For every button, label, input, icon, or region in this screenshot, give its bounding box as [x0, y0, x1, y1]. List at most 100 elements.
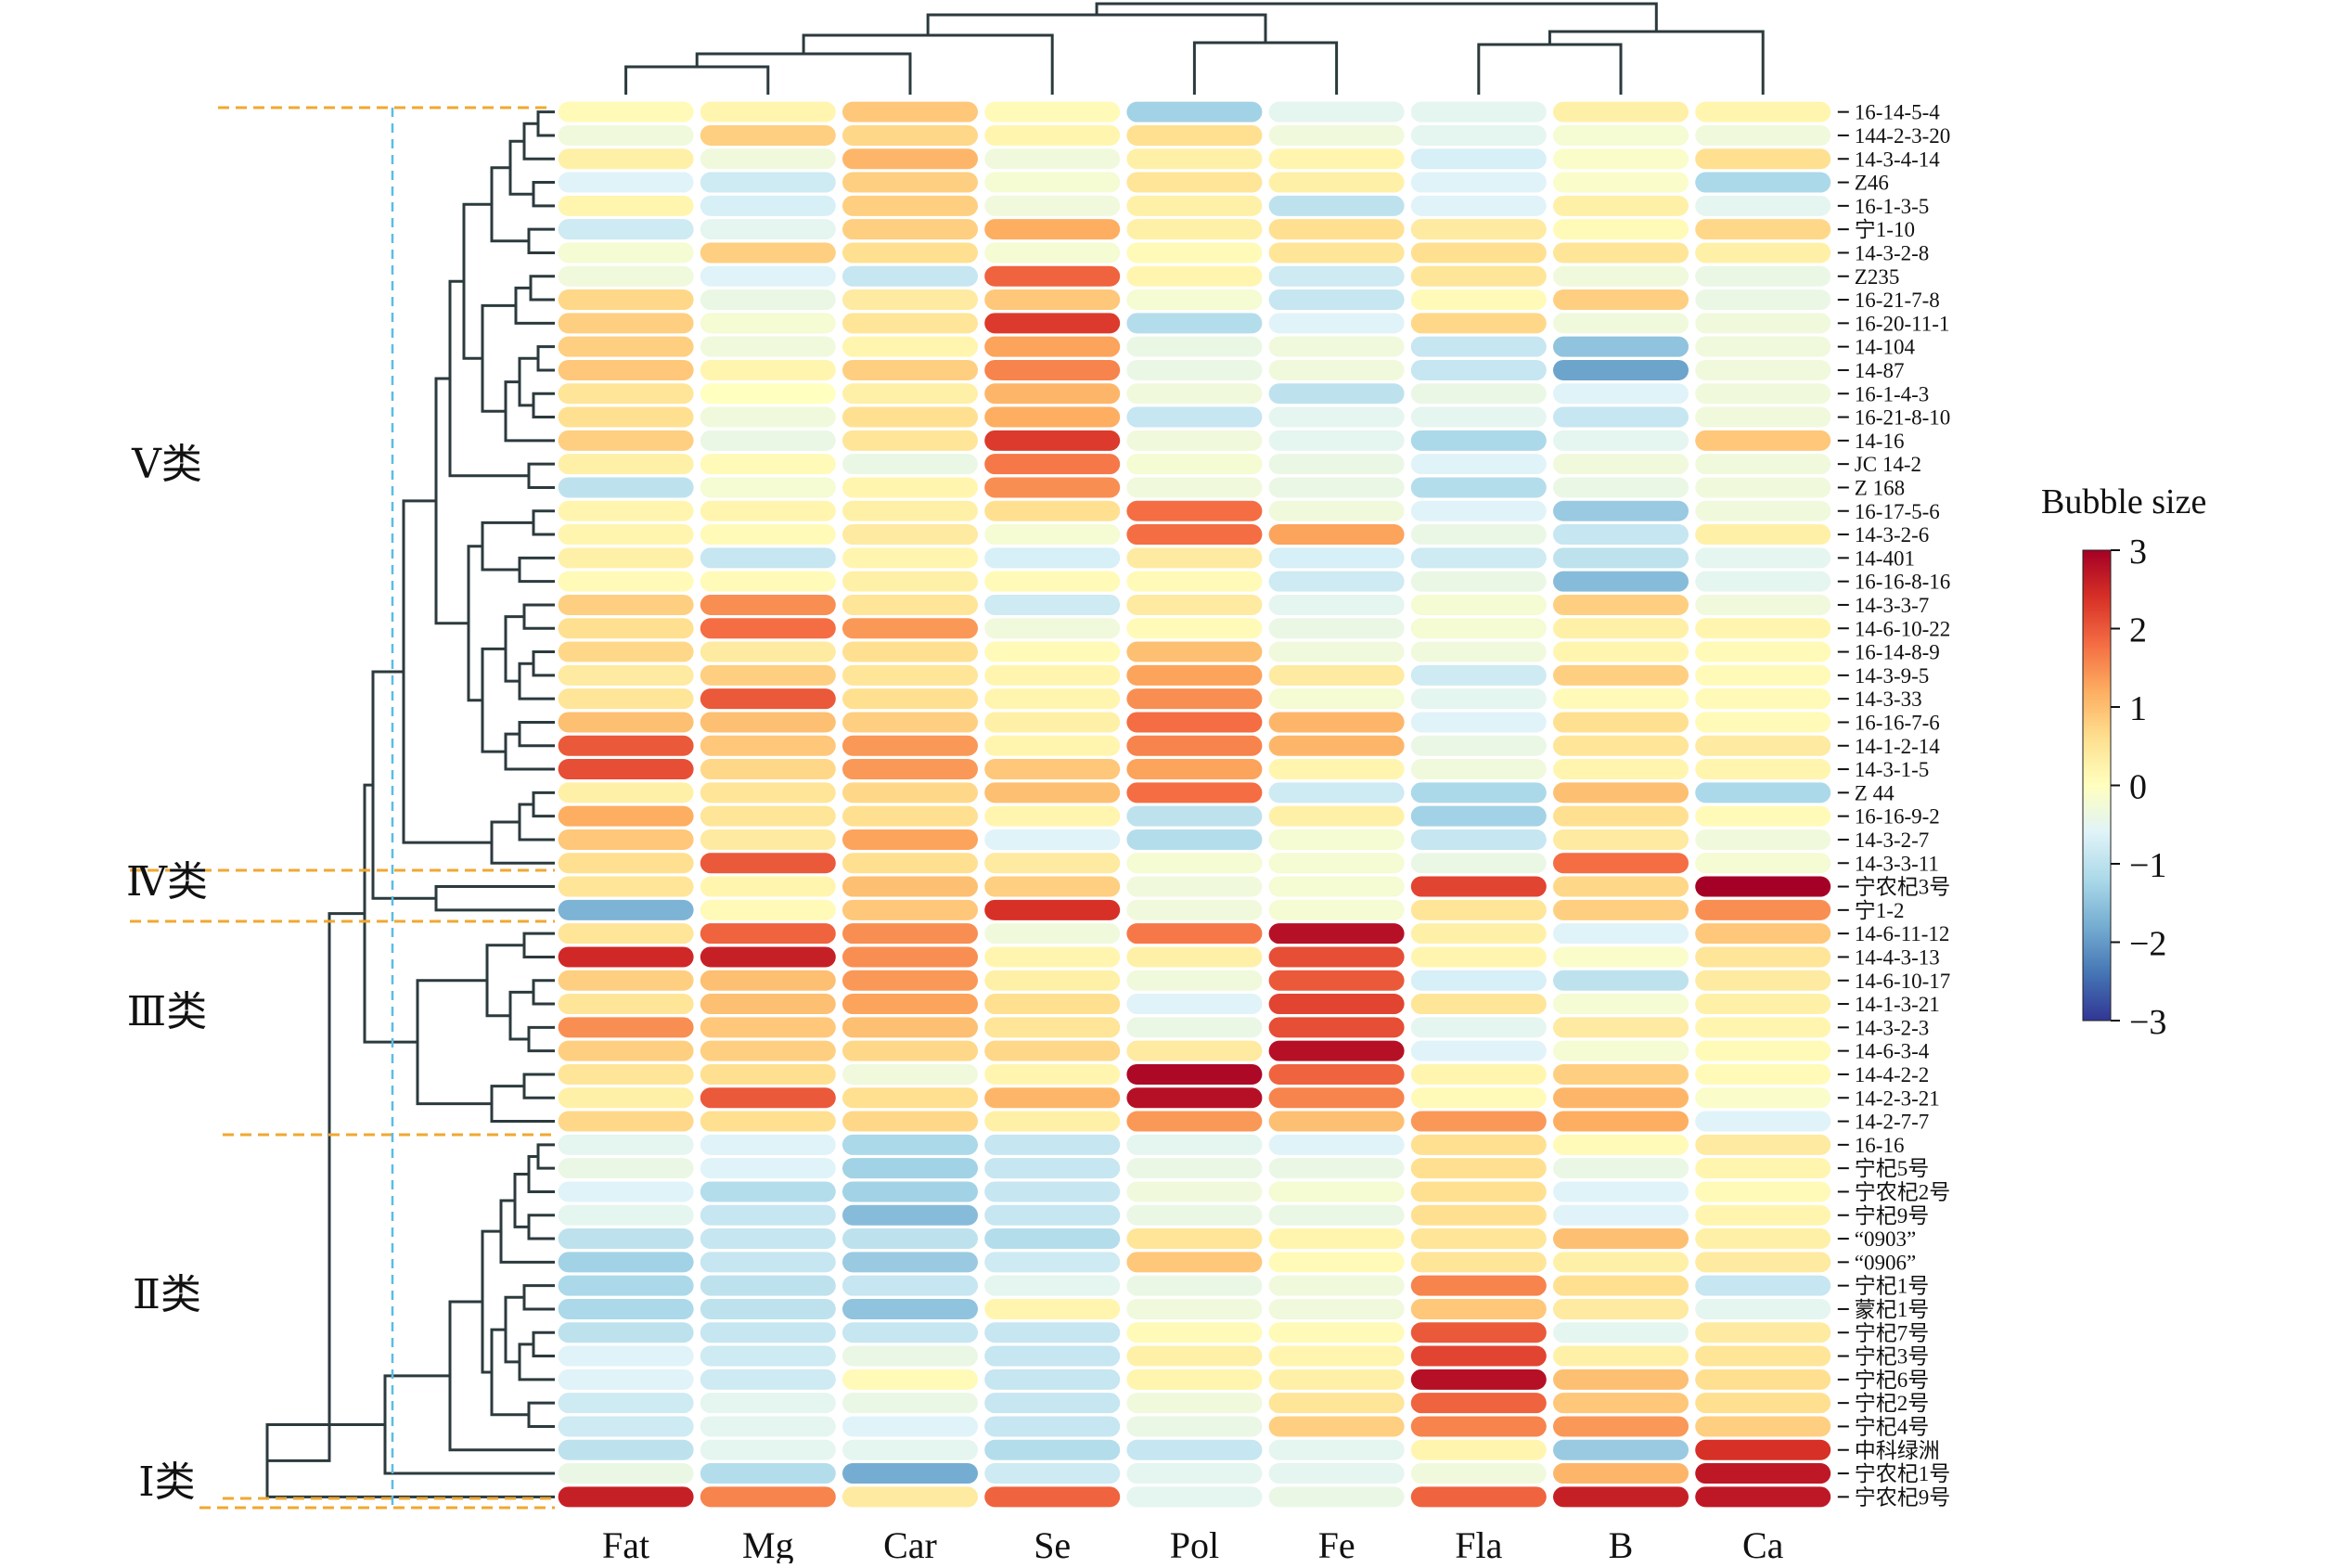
heatmap-cell [1268, 1416, 1405, 1437]
heatmap-cell [1126, 313, 1263, 334]
heatmap-cell [558, 571, 694, 592]
heatmap-cell [1268, 1040, 1405, 1061]
heatmap-cell [1695, 594, 1831, 615]
heatmap-cell [558, 336, 694, 357]
heatmap-cell [1268, 829, 1405, 850]
heatmap-cell [1410, 1111, 1547, 1132]
row-label: 16-20-11-1 [1855, 312, 1950, 335]
heatmap-cell [984, 994, 1121, 1015]
heatmap-cell [842, 1275, 978, 1296]
cluster-group-label: Ⅳ类 [126, 859, 208, 905]
heatmap-cell [1410, 970, 1547, 991]
row-label: 14-3-3-7 [1855, 594, 1929, 617]
heatmap-cell [1268, 1111, 1405, 1132]
row-label: 14-6-11-12 [1855, 922, 1950, 945]
heatmap-cell [558, 454, 694, 475]
heatmap-cell [1695, 1158, 1831, 1179]
heatmap-cell [1268, 547, 1405, 569]
heatmap-cell [1553, 1322, 1689, 1343]
heatmap-cell [700, 172, 836, 193]
heatmap-cell [842, 805, 978, 827]
heatmap-cell [842, 712, 978, 733]
heatmap-cell [1695, 1393, 1831, 1414]
heatmap-cell [1695, 1345, 1831, 1367]
row-label: 14-3-2-8 [1855, 241, 1929, 264]
heatmap-cell [1553, 712, 1689, 733]
colorbar-tick-label: −1 [2129, 846, 2166, 885]
heatmap-cell [700, 1369, 836, 1390]
row-label: 14-401 [1855, 546, 1915, 570]
heatmap-cell [842, 1298, 978, 1319]
row-label: 16-21-8-10 [1855, 406, 1950, 430]
heatmap-cell [1410, 430, 1547, 451]
heatmap-cell [558, 641, 694, 662]
heatmap-cell [984, 289, 1121, 311]
row-dendrogram-branch [529, 275, 555, 302]
heatmap-cell [1553, 735, 1689, 756]
heatmap-cell [1268, 735, 1405, 756]
heatmap-cell [700, 219, 836, 240]
heatmap-cell [984, 1204, 1121, 1226]
heatmap-cell [558, 1416, 694, 1437]
heatmap-cell [558, 1111, 694, 1132]
heatmap-cell [842, 1369, 978, 1390]
heatmap-cell [1410, 641, 1547, 662]
heatmap-cell [1695, 994, 1831, 1015]
heatmap-cell [1695, 1369, 1831, 1390]
heatmap-cell [700, 1463, 836, 1484]
heatmap-cell [1553, 219, 1689, 240]
heatmap-cell [842, 242, 978, 263]
heatmap-cell [558, 1228, 694, 1250]
heatmap-cell [1268, 1298, 1405, 1319]
heatmap-cell [842, 688, 978, 710]
heatmap-cell [1126, 524, 1263, 546]
heatmap-cell [984, 1228, 1121, 1250]
heatmap-cell [1268, 946, 1405, 968]
heatmap-cell [1410, 946, 1547, 968]
colorbar: Bubble size 3 2 1 0 −1 −2 −3 [2041, 482, 2206, 1042]
heatmap-cell [1410, 1486, 1547, 1508]
heatmap-cell [558, 759, 694, 780]
heatmap-cell [984, 759, 1121, 780]
colorbar-tick-label: 2 [2129, 611, 2147, 650]
row-dendrogram-branch [532, 1330, 555, 1358]
heatmap-cell [1553, 970, 1689, 991]
heatmap-cell [1553, 1017, 1689, 1038]
heatmap-cell [1695, 289, 1831, 311]
heatmap-cell [1410, 265, 1547, 287]
heatmap-cell [984, 1181, 1121, 1202]
row-label: 14-2-3-21 [1855, 1086, 1940, 1110]
heatmap-cell [1553, 1463, 1689, 1484]
heatmap-cell [700, 782, 836, 803]
heatmap-cell [1268, 712, 1405, 733]
heatmap-cell [1553, 1345, 1689, 1367]
heatmap-cell [842, 829, 978, 850]
heatmap-cell [1695, 547, 1831, 569]
heatmap-cell [700, 336, 836, 357]
row-label: 蒙杞1号 [1855, 1298, 1930, 1321]
heatmap-cell [1410, 124, 1547, 146]
heatmap-cell [700, 994, 836, 1015]
heatmap-cell [1553, 1416, 1689, 1437]
heatmap-cell [984, 265, 1121, 287]
row-label: 14-3-2-3 [1855, 1016, 1929, 1039]
heatmap-cell [842, 1463, 978, 1484]
heatmap-cell [1126, 1087, 1263, 1109]
heatmap-cell [1268, 805, 1405, 827]
heatmap-cell [700, 571, 836, 592]
row-dendrogram-branch [481, 521, 533, 572]
heatmap-cell [984, 1345, 1121, 1367]
heatmap-cell [1410, 1463, 1547, 1484]
heatmap-cell [1268, 148, 1405, 170]
heatmap-cell [1126, 923, 1263, 945]
heatmap-cell [700, 594, 836, 615]
colorbar-tick-label: 0 [2129, 768, 2147, 807]
row-label: 宁1-10 [1855, 218, 1915, 241]
heatmap-cell [558, 265, 694, 287]
row-dendrogram-branch [485, 944, 524, 1018]
heatmap-cell [1553, 1275, 1689, 1296]
heatmap-cell [1268, 664, 1405, 686]
heatmap-cell [1268, 406, 1405, 428]
heatmap-cell [1410, 242, 1547, 263]
